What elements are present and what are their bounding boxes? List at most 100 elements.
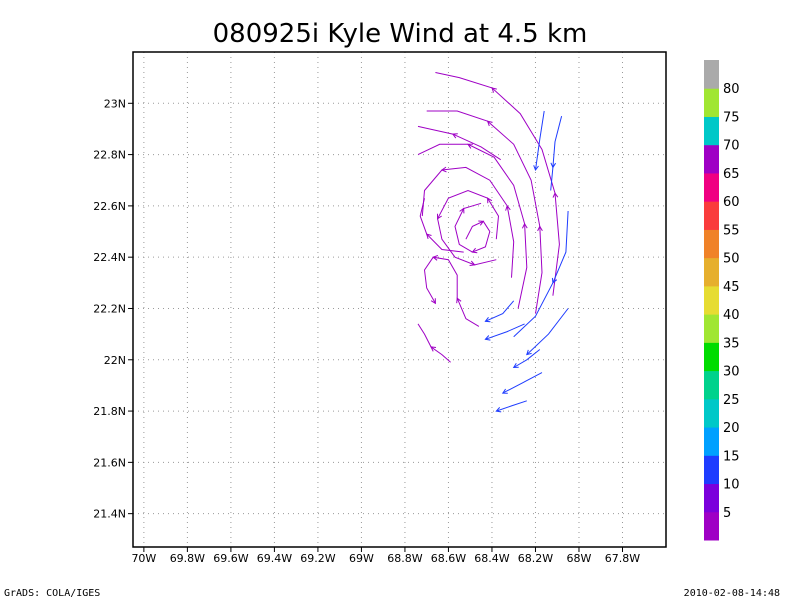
- streamline-arrow: [430, 298, 436, 305]
- colorbar-label: 5: [723, 506, 731, 521]
- colorbar-segment: [704, 60, 719, 89]
- y-tick-label: 22.4N: [93, 251, 126, 264]
- colorbar-segment: [704, 483, 719, 513]
- y-tick-label: 23N: [104, 97, 126, 110]
- streamline-arrow: [491, 87, 497, 93]
- streamline: [421, 166, 515, 278]
- streamline-arrow: [440, 166, 447, 173]
- colorbar-label: 10: [723, 478, 740, 493]
- streamline: [502, 372, 543, 394]
- streamline-arrow: [512, 362, 519, 369]
- x-tick-label: 68.8W: [387, 552, 422, 565]
- streamlines: [417, 72, 569, 413]
- y-tick-label: 22.2N: [93, 302, 126, 315]
- x-tick-label: 69.4W: [257, 552, 292, 565]
- streamline: [496, 400, 527, 412]
- streamline-arrow: [471, 247, 478, 254]
- streamline-arrow: [487, 197, 493, 204]
- colorbar-label: 55: [723, 223, 740, 238]
- colorbar-label: 65: [723, 167, 740, 182]
- streamline-arrow: [469, 260, 476, 266]
- colorbar-segment: [704, 201, 719, 230]
- colorbar-segment: [704, 342, 719, 372]
- streamline: [513, 210, 569, 338]
- colorbar-segment: [704, 370, 719, 400]
- colorbar-label: 20: [723, 421, 740, 436]
- colorbar-label: 35: [723, 336, 740, 351]
- colorbar: 5 10 15 20 25 30 35 40 45 50 55 60 65 70 75 80: [704, 60, 740, 541]
- streamline-arrow: [459, 207, 465, 214]
- colorbar-segment: [704, 455, 719, 485]
- colorbar-label: 80: [723, 82, 740, 97]
- plot-frame: [132, 51, 667, 548]
- colorbar-segment: [704, 285, 719, 315]
- colorbar-label: 75: [723, 111, 740, 126]
- streamline: [435, 72, 560, 296]
- y-tick-label: 22.6N: [93, 200, 126, 213]
- streamline-arrow: [430, 346, 437, 352]
- streamline-arrow: [456, 297, 462, 304]
- colorbar-segment: [704, 88, 719, 117]
- streamline: [454, 202, 491, 253]
- streamline: [417, 323, 451, 363]
- colorbar-label: 30: [723, 365, 740, 380]
- x-tick-label: 69.6W: [213, 552, 248, 565]
- x-tick-label: 68.4W: [474, 552, 509, 565]
- streamline: [485, 300, 515, 322]
- x-axis: 70W 69.8W 69.6W 69.4W 69.2W 69W 68.8W 68.6W 68.4…: [131, 547, 640, 565]
- colorbar-label: 40: [723, 308, 740, 323]
- streamline-arrow: [486, 120, 493, 127]
- streamline-arrow: [478, 220, 485, 226]
- colorbar-segment: [704, 398, 719, 428]
- x-tick-label: 69.8W: [170, 552, 205, 565]
- x-tick-label: 68.2W: [518, 552, 553, 565]
- streamline-arrow: [526, 349, 532, 356]
- streamline: [426, 110, 543, 314]
- colorbar-segment: [704, 314, 719, 343]
- footer-timestamp: 2010-02-08-14:48: [684, 588, 780, 599]
- colorbar-label: 50: [723, 252, 740, 267]
- streamline: [417, 125, 501, 161]
- streamline-arrow: [432, 255, 439, 261]
- streamline-arrow: [505, 204, 511, 211]
- colorbar-segment: [704, 172, 719, 202]
- colorbar-segment: [704, 257, 719, 287]
- streamline: [437, 189, 500, 266]
- colorbar-label: 25: [723, 393, 740, 408]
- streamline-arrow: [501, 388, 508, 394]
- x-tick-label: 68W: [567, 552, 592, 565]
- chart-title: 080925i Kyle Wind at 4.5 km: [213, 19, 588, 49]
- y-tick-label: 22N: [104, 354, 126, 367]
- y-tick-label: 21.4N: [93, 508, 126, 521]
- streamline-arrow: [521, 222, 528, 229]
- streamline: [526, 308, 569, 355]
- streamline-arrow: [484, 335, 491, 341]
- x-tick-label: 69W: [349, 552, 374, 565]
- streamline-arrow: [467, 143, 474, 149]
- streamline-arrow: [437, 213, 442, 220]
- streamline: [423, 256, 480, 327]
- colorbar-label: 15: [723, 449, 740, 464]
- footer-credit: GrADS: COLA/IGES: [4, 588, 100, 599]
- streamline: [513, 349, 541, 368]
- streamline-arrow: [533, 165, 539, 172]
- streamline-arrow: [550, 162, 557, 169]
- streamline-arrow: [495, 407, 502, 413]
- streamline-arrow: [425, 233, 432, 240]
- colorbar-segment: [704, 511, 719, 541]
- x-tick-label: 68.6W: [431, 552, 466, 565]
- colorbar-segment: [704, 229, 719, 259]
- colorbar-label: 60: [723, 195, 740, 210]
- colorbar-segment: [704, 144, 719, 174]
- x-tick-label: 70W: [131, 552, 156, 565]
- x-tick-label: 69.2W: [300, 552, 335, 565]
- streamline: [550, 115, 563, 191]
- streamline: [485, 323, 525, 340]
- colorbar-label: 45: [723, 280, 740, 295]
- y-tick-label: 21.8N: [93, 405, 126, 418]
- colorbar-label: 70: [723, 139, 740, 154]
- colorbar-segment: [704, 116, 719, 146]
- streamline-arrow: [552, 192, 559, 198]
- streamline-arrow: [537, 225, 543, 232]
